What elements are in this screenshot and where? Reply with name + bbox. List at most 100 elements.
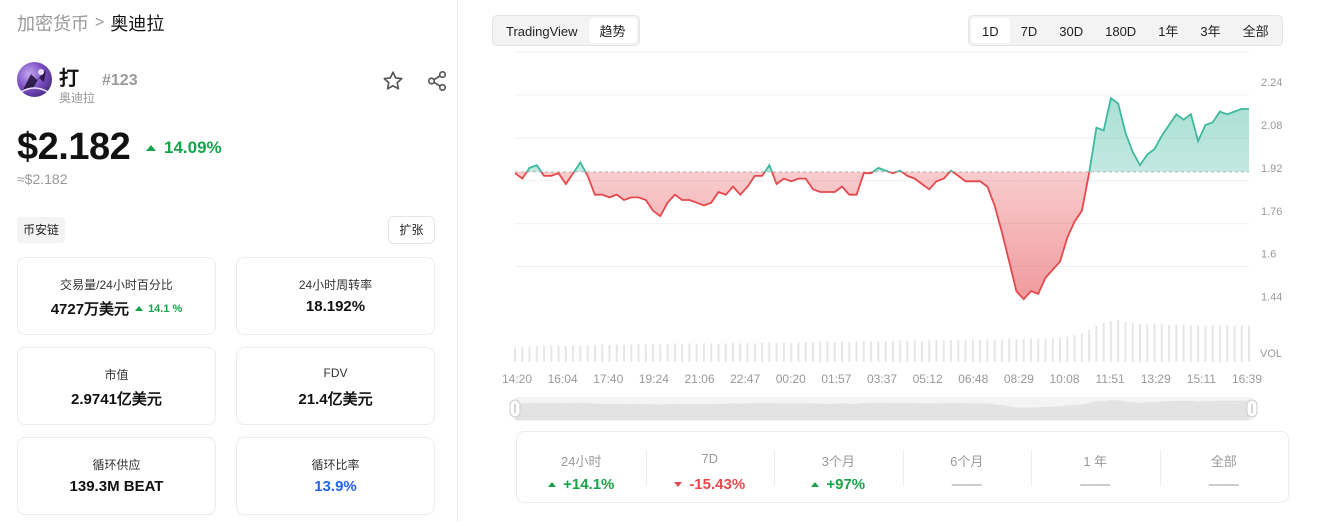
volume-bar xyxy=(891,341,894,362)
perf-value: +97% xyxy=(826,476,866,493)
range-tab-1y[interactable]: 1年 xyxy=(1158,24,1179,39)
volume-bar xyxy=(659,344,662,362)
volume-bar xyxy=(557,345,560,362)
x-tick-label: 15:11 xyxy=(1187,372,1216,386)
coin-logo-icon xyxy=(20,69,49,93)
volume-bar xyxy=(761,342,764,362)
coin-symbol: 打 xyxy=(59,68,79,90)
perf-all: 全部 —— xyxy=(1159,432,1289,502)
volume-bar xyxy=(644,344,647,362)
volume-bar xyxy=(1211,325,1214,362)
stat-value-wrap: 4727万美元 14.1 % xyxy=(18,298,215,319)
range-tab-180d[interactable]: 180D xyxy=(1105,24,1137,39)
perf-value: —— xyxy=(1080,476,1111,493)
volume-bar xyxy=(964,340,967,362)
volume-bar xyxy=(1175,324,1178,362)
volume-bar xyxy=(884,341,887,362)
stat-label: FDV xyxy=(323,366,348,380)
volume-bar xyxy=(928,340,931,362)
x-tick-label: 08:29 xyxy=(1004,372,1034,386)
stat-card-circulating-ratio: 循环比率 13.9% xyxy=(236,437,435,515)
chart-panel: TradingView 趋势 1D 7D 30D 180D 1年 3年 全部 2… xyxy=(459,0,1321,522)
stat-card-circulating-supply: 循环供应 139.3M BEAT xyxy=(17,437,216,515)
volume-bar xyxy=(1088,329,1091,362)
perf-label: 3个月 xyxy=(821,454,855,469)
volume-bar xyxy=(1051,338,1054,362)
volume-bar xyxy=(1248,325,1250,362)
volume-bar xyxy=(942,340,945,362)
volume-bar xyxy=(1182,324,1185,362)
x-tick-label: 16:04 xyxy=(548,372,578,386)
chain-tag[interactable]: 币安链 xyxy=(17,217,66,243)
volume-bar xyxy=(913,340,916,362)
volume-bar xyxy=(623,344,626,362)
up-arrow-icon xyxy=(548,482,557,487)
volume-bar xyxy=(862,341,865,362)
x-tick-label: 17:40 xyxy=(593,372,623,386)
volume-bar xyxy=(608,344,611,362)
volume-bar xyxy=(535,345,538,362)
current-price: $2.182 xyxy=(17,126,131,168)
coin-name: 奥迪拉 xyxy=(59,91,96,105)
navigator-area xyxy=(515,400,1249,420)
volume-bar xyxy=(615,344,618,362)
volume-bar xyxy=(572,345,575,362)
volume-bar xyxy=(935,340,938,362)
perf-7d: 7D -15.43% xyxy=(645,432,775,502)
y-tick-label: 1.6 xyxy=(1261,249,1276,261)
up-arrow-icon xyxy=(811,482,820,487)
volume-bar xyxy=(1000,339,1003,362)
volume-bar xyxy=(1124,321,1127,362)
y-tick-label: 2.08 xyxy=(1261,120,1282,132)
expand-button[interactable]: 扩张 xyxy=(388,216,435,244)
volume-bar xyxy=(841,341,844,362)
source-trend[interactable]: 趋势 xyxy=(588,18,637,43)
x-tick-label: 11:51 xyxy=(1096,372,1125,386)
volume-bar xyxy=(543,346,546,362)
perf-value: —— xyxy=(1208,476,1239,493)
stat-label: 交易量/24小时百分比 xyxy=(60,278,173,292)
stat-value: 2.9741亿美元 xyxy=(71,391,162,408)
chart-source-toggle: TradingView 趋势 xyxy=(492,15,640,46)
price-chart[interactable]: 2.24 2.08 1.92 1.76 1.6 1.44 VOL 14:20 16:04 17:4… xyxy=(459,0,1321,430)
range-tab-3y[interactable]: 3年 xyxy=(1200,24,1221,39)
range-tab-1d[interactable]: 1D xyxy=(971,18,1010,43)
volume-bar xyxy=(826,341,829,362)
volume-bar xyxy=(746,342,749,362)
perf-value-wrap: -15.43% xyxy=(646,476,775,493)
volume-bar xyxy=(564,345,567,362)
perf-value: -15.43% xyxy=(689,476,746,493)
stat-card-market-cap: 市值 2.9741亿美元 xyxy=(17,347,216,425)
x-tick-label: 10:08 xyxy=(1049,372,1079,386)
perf-24h: 24小时 +14.1% xyxy=(517,432,646,502)
y-tick-label: 1.44 xyxy=(1261,292,1282,304)
volume-bar xyxy=(979,340,982,362)
perf-label: 6个月 xyxy=(950,454,984,469)
stat-label: 24小时周转率 xyxy=(298,278,373,292)
volume-bar xyxy=(514,347,516,362)
volume-bar xyxy=(920,341,923,362)
x-tick-label: 19:24 xyxy=(639,372,669,386)
volume-bar xyxy=(870,341,873,362)
price-change-value: 14.09% xyxy=(164,138,222,157)
range-tab-7d[interactable]: 7D xyxy=(1020,24,1038,39)
volume-bar xyxy=(775,342,778,362)
volume-bar xyxy=(1168,324,1171,362)
share-button[interactable] xyxy=(426,70,448,92)
source-tradingview[interactable]: TradingView xyxy=(506,24,578,39)
volume-bar xyxy=(768,342,771,362)
volume-bar xyxy=(790,342,793,362)
range-tab-30d[interactable]: 30D xyxy=(1059,24,1084,39)
breadcrumb-root-link[interactable]: 加密货币 xyxy=(17,14,89,34)
volume-bar xyxy=(681,343,684,362)
volume-bar xyxy=(637,343,640,362)
volume-bar xyxy=(1189,325,1192,362)
volume-label: VOL xyxy=(1260,348,1282,360)
perf-value-wrap: +97% xyxy=(774,476,903,493)
y-tick-label: 2.24 xyxy=(1261,77,1282,89)
watchlist-star-button[interactable] xyxy=(382,70,404,92)
up-arrow-icon xyxy=(146,145,156,151)
y-tick-label: 1.76 xyxy=(1261,206,1282,218)
perf-3m: 3个月 +97% xyxy=(774,432,903,502)
range-tab-all[interactable]: 全部 xyxy=(1242,24,1269,39)
